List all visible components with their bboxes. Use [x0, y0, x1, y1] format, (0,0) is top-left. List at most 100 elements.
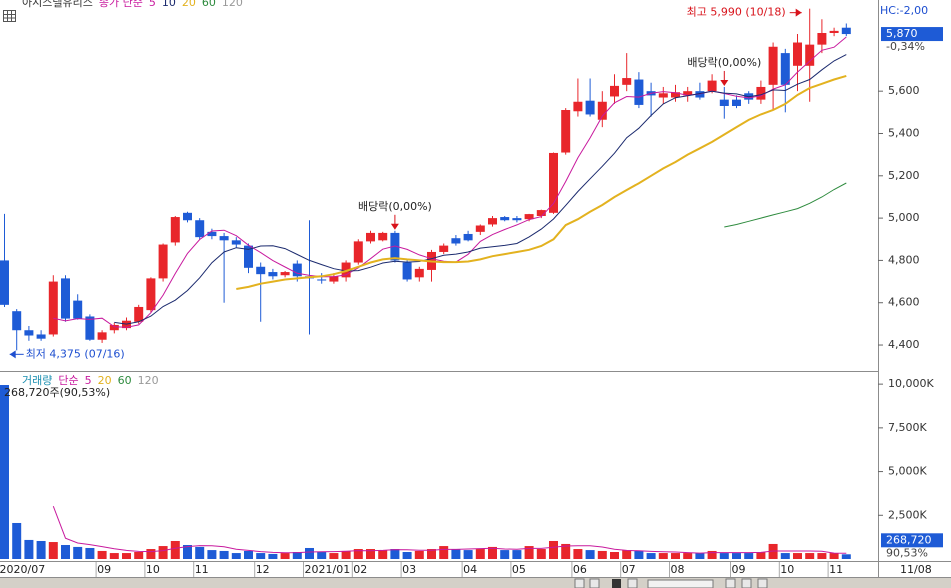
x-tick-label: 02 [353, 563, 367, 576]
candle-body [280, 272, 290, 276]
candle-body [414, 268, 424, 278]
candle-body [463, 233, 473, 241]
candle-body [829, 30, 839, 34]
y-tick-label: 4,600 [888, 296, 920, 309]
legend-text: 종가 단순 [99, 0, 143, 9]
candle-body [61, 278, 70, 319]
candle-body [36, 334, 46, 339]
volume-bar [378, 550, 388, 559]
legend-text: 거래량 [22, 374, 52, 387]
candle-body [536, 210, 546, 216]
candle-body [549, 152, 558, 213]
volume-bar [817, 553, 827, 559]
volume-bar [85, 547, 95, 559]
volume-bar [280, 553, 290, 559]
volume-bar [195, 546, 205, 559]
toolbar-button[interactable] [574, 578, 585, 588]
volume-bar [12, 522, 22, 559]
candle-body [512, 218, 522, 221]
volume-bar [183, 545, 192, 559]
x-tick-label: 11 [195, 563, 209, 576]
candle-body [634, 79, 644, 105]
candle-body [24, 330, 34, 336]
candle-body [500, 217, 510, 221]
volume-bar [170, 540, 180, 559]
volume-bar [829, 553, 839, 559]
toolbar-button[interactable] [612, 579, 621, 588]
x-tick-label: 04 [463, 563, 477, 576]
volume-bar [439, 546, 449, 559]
annotation-text: 배당락(0,00%) [687, 56, 761, 69]
candle-body [780, 53, 790, 85]
candle-body [585, 100, 595, 115]
candle-body [573, 101, 583, 112]
x-tick-label: 07 [622, 563, 636, 576]
volume-bar [512, 550, 522, 559]
y-tick-label: 2,500K [888, 508, 927, 521]
candle-body [768, 46, 778, 85]
toolbar-button[interactable] [741, 578, 752, 588]
toolbar-button[interactable] [757, 578, 768, 588]
volume-bar [61, 545, 70, 559]
annotation-text: 최저 4,375 (07/16) [26, 347, 125, 360]
volume-bar [597, 550, 607, 559]
y-tick-label: 4,400 [888, 338, 920, 351]
volume-bar [719, 553, 729, 559]
candle-body [707, 80, 717, 92]
candle-body [488, 218, 497, 225]
candle-body [390, 232, 400, 261]
ma-line [724, 182, 847, 228]
volume-bar [219, 550, 229, 559]
last-volume-label: 268,720 [886, 533, 932, 546]
volume-bar [292, 552, 302, 559]
candle-body [683, 91, 693, 96]
volume-bar [683, 553, 693, 559]
volume-bar [671, 553, 680, 559]
volume-bar [414, 550, 424, 559]
volume-bar [244, 550, 253, 559]
volume-ma-line [52, 506, 847, 554]
volume-bar [463, 550, 473, 559]
y-tick-label: 5,000K [888, 465, 927, 478]
volume-bar [402, 552, 412, 559]
volume-bar [707, 550, 717, 559]
candle-body [134, 306, 144, 322]
annotation-text: 최고 5,990 (10/18) [687, 6, 786, 19]
volume-bar [427, 549, 436, 559]
legend-text: 60 [118, 374, 132, 387]
candle-body [195, 220, 205, 238]
toolbar-button[interactable] [725, 578, 736, 588]
ma-line [236, 74, 847, 290]
y-tick-label: 5,000 [888, 211, 920, 224]
candle-body [0, 260, 9, 305]
last-price-box [881, 27, 943, 42]
x-tick-label: 12 [256, 563, 270, 576]
y-tick-label: 5,400 [888, 126, 920, 139]
legend-text: 120 [138, 374, 159, 387]
candle-body [146, 278, 156, 311]
x-tick-label: 2020/07 [0, 563, 45, 576]
volume-bar [634, 550, 644, 559]
y-tick-label: 10,000K [888, 377, 934, 390]
y-tick-label: 4,800 [888, 253, 920, 266]
candle-body [292, 263, 302, 277]
candle-body [658, 93, 668, 98]
candle-body [561, 110, 571, 153]
toolbar-button[interactable] [589, 578, 600, 588]
y-tick-label: 7,500K [888, 421, 927, 434]
candle-body [109, 324, 119, 331]
annotation-arrowhead [795, 8, 802, 17]
legend-text: 단순 [58, 374, 78, 387]
volume-bar [585, 550, 595, 559]
candle-body [329, 276, 339, 282]
volume-bar [353, 549, 363, 559]
legend-text: 5 [149, 0, 156, 9]
toolbar-button[interactable] [627, 578, 638, 588]
hc-label: HC:-2,00 [880, 4, 928, 17]
volume-bar [793, 553, 802, 559]
candle-body [183, 212, 192, 221]
scrollbar[interactable] [647, 579, 714, 588]
volume-bar [341, 550, 351, 559]
legend-text: 20 [182, 0, 196, 9]
